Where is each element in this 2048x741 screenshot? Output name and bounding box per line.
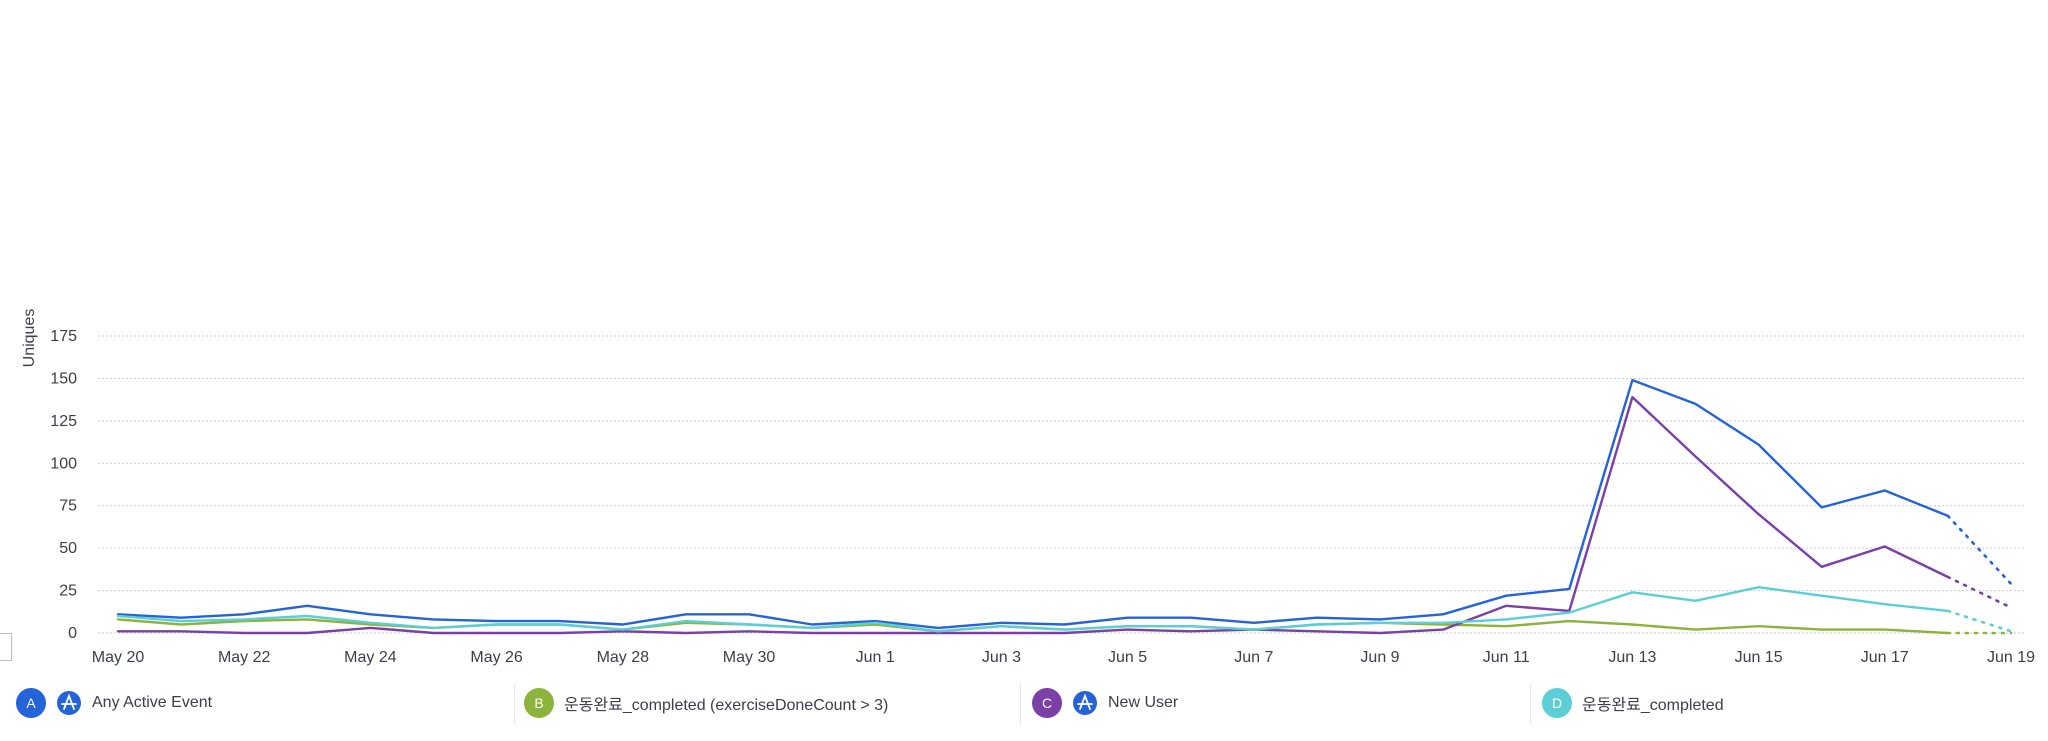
legend-item-exercise-completed[interactable]: D 운동완료_completed xyxy=(1542,680,1724,726)
x-tick-label: Jun 11 xyxy=(1483,649,1530,666)
x-tick-label: May 22 xyxy=(218,649,271,666)
chart-legend: A Any Active Event B 운동완료_completed (exe… xyxy=(0,680,2048,730)
series-line[interactable] xyxy=(116,586,1950,633)
x-tick-label: May 26 xyxy=(470,649,523,666)
x-tick-label: Jun 15 xyxy=(1735,649,1783,666)
collapse-handle[interactable] xyxy=(0,633,12,661)
x-tick-label: Jun 5 xyxy=(1108,649,1147,666)
series-badge-d: D xyxy=(1542,688,1572,718)
series-incomplete-segment[interactable] xyxy=(1946,514,2013,586)
x-tick-label: Jun 3 xyxy=(982,649,1021,666)
series-line[interactable] xyxy=(116,378,1950,630)
y-tick-label: 125 xyxy=(50,413,77,430)
series-badge-b: B xyxy=(524,688,554,718)
legend-divider xyxy=(1020,684,1021,724)
series-a[interactable] xyxy=(116,378,2013,630)
series-d[interactable] xyxy=(116,586,2013,633)
legend-divider xyxy=(1530,684,1531,724)
series-c[interactable] xyxy=(116,395,2013,635)
legend-label: 운동완료_completed (exerciseDoneCount > 3) xyxy=(564,697,889,714)
y-tick-label: 100 xyxy=(50,455,77,472)
x-tick-label: May 30 xyxy=(723,649,776,666)
legend-item-new-user[interactable]: C New User xyxy=(1032,680,1178,726)
y-tick-label: 25 xyxy=(59,583,77,600)
series-badge-a: A xyxy=(16,688,46,718)
series-line[interactable] xyxy=(116,618,1950,635)
legend-label: Any Active Event xyxy=(92,694,213,711)
legend-divider xyxy=(514,684,515,724)
legend-label: 운동완료_completed xyxy=(1582,697,1724,714)
series-incomplete-segment[interactable] xyxy=(1946,575,2013,609)
x-axis-ticks: May 20 May 22 May 24 May 26 May 28 May 30 Jun … xyxy=(92,649,2035,666)
series-incomplete-segment[interactable] xyxy=(1946,609,2013,633)
y-tick-label: 175 xyxy=(50,328,77,345)
y-axis-label: Uniques xyxy=(21,309,38,368)
event-a-icon xyxy=(1073,691,1097,715)
legend-label: New User xyxy=(1108,694,1179,711)
series-badge-c: C xyxy=(1032,688,1062,718)
y-tick-label: 150 xyxy=(50,370,77,387)
chart-gridlines xyxy=(98,335,2025,634)
y-tick-label: 50 xyxy=(59,540,77,557)
x-tick-label: Jun 7 xyxy=(1234,649,1273,666)
x-tick-label: May 28 xyxy=(597,649,650,666)
y-tick-label: 75 xyxy=(59,498,77,515)
event-a-icon xyxy=(57,691,81,715)
chart-series[interactable] xyxy=(116,378,2013,635)
y-axis-ticks: 0 25 50 75 100 125 150 175 xyxy=(50,328,77,642)
x-tick-label: Jun 19 xyxy=(1987,649,2035,666)
x-tick-label: May 24 xyxy=(344,649,397,666)
legend-item-exercise-completed-filtered[interactable]: B 운동완료_completed (exerciseDoneCount > 3) xyxy=(524,680,888,726)
y-tick-label: 0 xyxy=(68,625,77,642)
series-line[interactable] xyxy=(116,395,1950,635)
x-tick-label: Jun 1 xyxy=(856,649,895,666)
x-tick-label: May 20 xyxy=(92,649,145,666)
legend-item-any-active-event[interactable]: A Any Active Event xyxy=(16,680,212,726)
x-tick-label: Jun 13 xyxy=(1608,649,1656,666)
x-tick-label: Jun 17 xyxy=(1861,649,1909,666)
x-tick-label: Jun 9 xyxy=(1360,649,1399,666)
